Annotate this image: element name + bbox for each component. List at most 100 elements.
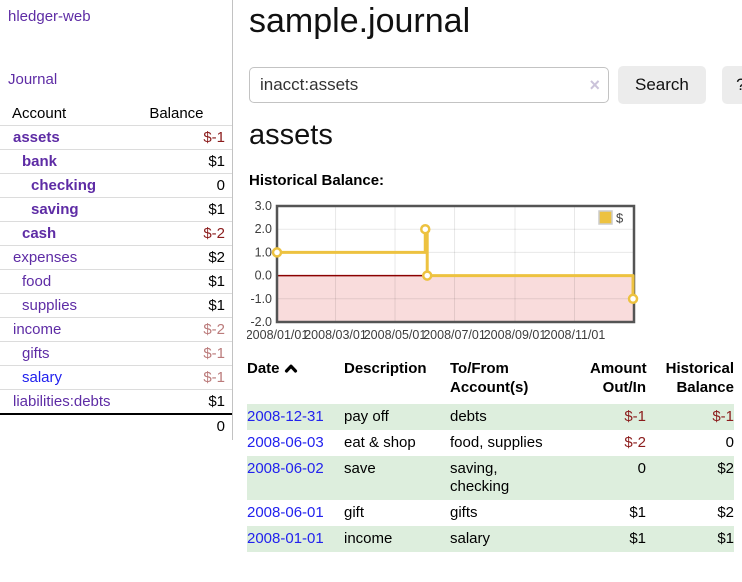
plot-border — [275, 204, 636, 324]
sidebar: hledger-web Journal Account Balance asse… — [0, 0, 233, 440]
account-balance: $1 — [149, 389, 232, 414]
account-row: food $1 — [0, 269, 232, 294]
register-row: 2008-06-02 save saving, checking 0 $2 — [247, 456, 734, 500]
transaction-date-link[interactable]: 2008-06-02 — [247, 460, 324, 477]
data-point-marker — [627, 293, 639, 305]
y-tick-label: 2.0 — [255, 222, 272, 236]
y-tick-label: 3.0 — [255, 199, 272, 213]
sidebar-account-link[interactable]: supplies — [22, 297, 78, 314]
account-row: salary $-1 — [0, 365, 232, 390]
data-point-marker — [420, 223, 431, 235]
register-row: 2008-01-01 income salary $1 $1 — [247, 526, 734, 552]
register-row: 2008-06-01 gift gifts $1 $2 — [247, 500, 734, 526]
sidebar-account-link[interactable]: food — [22, 273, 52, 290]
sidebar-account-link[interactable]: cash — [22, 225, 57, 242]
transaction-amount: 0 — [637, 460, 646, 477]
account-table-body: assets $-1 bank $1 checking 0 saving $1 cash $-2 e… — [0, 125, 232, 414]
transaction-accounts: salary — [450, 530, 491, 547]
search-button[interactable]: Search — [618, 66, 706, 104]
sidebar-account-link[interactable]: income — [13, 321, 62, 338]
sidebar-account-link[interactable]: salary — [22, 369, 63, 386]
negative-region — [277, 275, 634, 322]
register-row: 2008-12-31 pay off debts $-1 $-1 — [247, 404, 734, 430]
transaction-balance: $1 — [717, 530, 734, 547]
transaction-amount: $1 — [629, 504, 646, 521]
transaction-date-link[interactable]: 2008-06-01 — [247, 504, 324, 521]
legend-label: $ — [616, 211, 624, 226]
x-tick-label: 2008/05/01 — [364, 328, 427, 342]
account-balance: $-2 — [149, 221, 232, 246]
legend-swatch — [598, 210, 613, 225]
account-balance: $1 — [149, 293, 232, 318]
transaction-balance: $2 — [717, 460, 734, 477]
page-title: sample.journal — [249, 2, 471, 40]
brand-link[interactable]: hledger-web — [8, 8, 91, 25]
sidebar-account-link[interactable]: bank — [22, 153, 58, 170]
account-row: income $-2 — [0, 317, 232, 342]
transaction-amount: $-2 — [624, 434, 646, 451]
transaction-balance: 0 — [725, 434, 734, 451]
account-column-header: Account — [12, 105, 67, 122]
account-row: assets $-1 — [0, 125, 232, 150]
x-tick-label: 2008/03/01 — [304, 328, 367, 342]
sort-asc-icon — [284, 364, 297, 373]
account-balance: $-2 — [149, 317, 232, 342]
register-table-body: 2008-12-31 pay off debts $-1 $-1 2008-06-03 ea… — [247, 404, 734, 552]
account-balance: $-1 — [149, 341, 232, 366]
transaction-balance: $2 — [717, 504, 734, 521]
search-input[interactable] — [249, 67, 609, 103]
account-row: saving $1 — [0, 197, 232, 222]
main-content: sample.journal × Search ? assets Histori… — [246, 0, 742, 582]
date-column-header[interactable]: Date — [247, 354, 344, 404]
amount-column-header: Amount Out/In — [590, 360, 647, 396]
account-row: checking 0 — [0, 173, 232, 198]
transaction-date-link[interactable]: 2008-12-31 — [247, 408, 324, 425]
transaction-accounts: food, supplies — [450, 434, 543, 451]
transaction-description: gift — [344, 504, 365, 521]
sidebar-item-journal[interactable]: Journal — [8, 71, 58, 88]
x-tick-label: 2008/09/01 — [484, 328, 547, 342]
data-point-marker — [271, 247, 283, 258]
transaction-date-link[interactable]: 2008-06-03 — [247, 434, 324, 451]
transaction-date-link[interactable]: 2008-01-01 — [247, 530, 324, 547]
transaction-amount: $1 — [629, 530, 646, 547]
account-total-row: 0 — [0, 413, 232, 438]
sidebar-account-link[interactable]: expenses — [13, 249, 78, 266]
transaction-balance: $-1 — [712, 408, 734, 425]
transaction-accounts: gifts — [450, 504, 478, 521]
accounts-column-header: To/From Account(s) — [450, 360, 529, 396]
account-heading: assets — [249, 119, 333, 151]
account-row: supplies $1 — [0, 293, 232, 318]
data-point-marker — [421, 270, 433, 281]
account-balance: $1 — [149, 269, 232, 294]
sidebar-account-link[interactable]: gifts — [22, 345, 50, 362]
account-balance: $1 — [149, 197, 232, 222]
account-row: liabilities:debts $1 — [0, 389, 232, 414]
register-table: Date Description To/From Account(s) Amoun… — [247, 354, 734, 552]
x-tick-label: 2008/01/01 — [247, 328, 308, 342]
account-balance: 0 — [149, 173, 232, 198]
sidebar-account-link[interactable]: assets — [13, 129, 60, 146]
sidebar-account-link[interactable]: checking — [31, 177, 97, 194]
y-tick-label: 0.0 — [255, 269, 272, 283]
help-button[interactable]: ? — [721, 66, 742, 104]
chart-canvas: 2008/01/012008/03/012008/05/012008/07/01… — [246, 199, 639, 342]
sidebar-account-link[interactable]: saving — [31, 201, 79, 218]
transaction-description: save — [344, 460, 376, 477]
register-row: 2008-06-03 eat & shop food, supplies $-2 0 — [247, 430, 734, 456]
historical-balance-chart: 2008/01/01 2008/03/01 2008/05/01 2008/07/01… — [246, 194, 742, 346]
clear-search-icon[interactable]: × — [589, 75, 600, 95]
transaction-amount: $-1 — [624, 408, 646, 425]
total-balance: 0 — [149, 413, 232, 438]
transaction-description: income — [344, 530, 393, 547]
description-column-header: Description — [344, 360, 427, 377]
search-bar: × Search ? — [249, 66, 742, 104]
x-tick-label: 2008/07/01 — [423, 328, 486, 342]
account-balance: $-1 — [149, 365, 232, 390]
account-row: expenses $2 — [0, 245, 232, 270]
y-tick-label: -2.0 — [250, 315, 272, 329]
sidebar-account-link[interactable]: liabilities:debts — [13, 393, 111, 410]
account-balance: $-1 — [149, 125, 232, 150]
transaction-accounts: saving, checking — [450, 460, 510, 495]
account-tree-table: Account Balance assets $-1 bank $1 checking 0… — [0, 102, 232, 438]
